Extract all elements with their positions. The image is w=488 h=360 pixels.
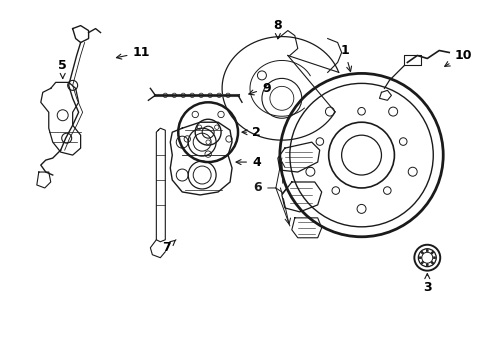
Text: 8: 8 [273, 19, 282, 39]
Text: 2: 2 [242, 126, 260, 139]
Text: 5: 5 [58, 59, 67, 78]
Text: 7: 7 [162, 240, 176, 254]
Text: 9: 9 [248, 82, 270, 95]
Text: 6: 6 [253, 181, 262, 194]
Text: 10: 10 [444, 49, 471, 66]
Text: 3: 3 [422, 274, 431, 294]
Text: 11: 11 [116, 46, 150, 59]
Text: 4: 4 [236, 156, 260, 168]
Text: 1: 1 [340, 44, 351, 72]
